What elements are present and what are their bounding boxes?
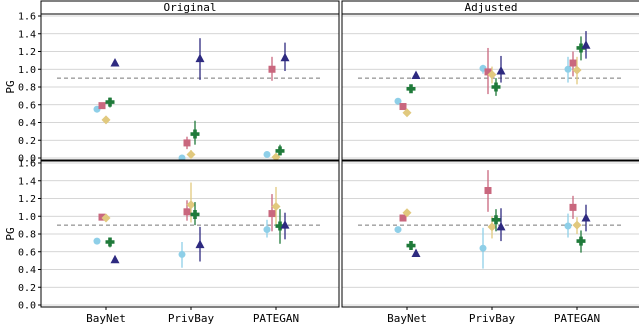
point-pategan-circle bbox=[263, 226, 271, 234]
point-pategan-square bbox=[569, 203, 577, 211]
y-tick-label: 1.6 bbox=[18, 159, 36, 170]
point-baynet-square bbox=[399, 103, 407, 111]
strip-title-0: Original bbox=[164, 1, 217, 14]
point-privbay-square bbox=[183, 139, 191, 147]
point-privbay-plus bbox=[491, 82, 501, 92]
point-baynet-square bbox=[98, 213, 106, 221]
point-privbay-square bbox=[484, 187, 492, 195]
point-privbay-diamond bbox=[186, 200, 196, 210]
point-baynet-plus bbox=[105, 237, 115, 247]
point-pategan-diamond bbox=[572, 220, 582, 230]
point-privbay-diamond bbox=[186, 149, 196, 159]
point-baynet-triangle bbox=[110, 58, 120, 67]
y-tick-label: 0.6 bbox=[18, 100, 36, 111]
point-pategan-square bbox=[569, 59, 577, 67]
point-privbay-triangle bbox=[496, 221, 506, 231]
point-pategan-square bbox=[268, 65, 276, 73]
point-baynet-square bbox=[98, 102, 106, 110]
x-tick-label: PrivBay bbox=[469, 312, 516, 325]
point-baynet-circle bbox=[394, 97, 402, 105]
y-tick-label: 0.8 bbox=[18, 83, 36, 94]
point-baynet-circle bbox=[93, 237, 101, 245]
point-pategan-plus bbox=[275, 146, 285, 156]
point-privbay-triangle bbox=[195, 239, 205, 249]
panel-0-0: 0.0 0.2 0.4 0.6 0.8 1.0 1.2 1.4 1.6 PG bbox=[4, 12, 340, 165]
point-privbay-square bbox=[183, 208, 191, 216]
point-baynet-square bbox=[399, 214, 407, 222]
point-pategan-plus bbox=[576, 43, 586, 53]
point-privbay-square bbox=[484, 68, 492, 76]
point-pategan-plus bbox=[275, 221, 285, 231]
point-pategan-diamond bbox=[271, 201, 281, 211]
point-privbay-circle bbox=[479, 244, 487, 252]
y-axis-label: PG bbox=[4, 227, 17, 240]
panel-1-0: 0.0 0.2 0.4 0.6 0.8 1.0 1.2 1.4 1.6 PG BayNet PrivB… bbox=[4, 159, 340, 325]
point-baynet-plus bbox=[406, 241, 416, 251]
point-baynet-diamond bbox=[402, 208, 412, 218]
point-pategan-circle bbox=[564, 65, 572, 73]
panel-border bbox=[341, 160, 639, 308]
y-tick-label: 0.0 bbox=[18, 301, 36, 312]
point-privbay-diamond bbox=[487, 70, 497, 80]
y-tick-label: 0.6 bbox=[18, 247, 36, 258]
point-baynet-diamond bbox=[101, 115, 111, 125]
point-pategan-circle bbox=[564, 222, 572, 230]
panel-border bbox=[341, 13, 639, 161]
point-pategan-diamond bbox=[572, 65, 582, 75]
point-pategan-circle bbox=[263, 150, 271, 158]
point-baynet-triangle bbox=[110, 254, 120, 264]
point-privbay-circle bbox=[178, 250, 186, 258]
point-privbay-plus bbox=[190, 209, 200, 219]
y-tick-label: 0.4 bbox=[18, 118, 36, 129]
point-pategan-triangle bbox=[280, 52, 290, 62]
x-tick-label: BayNet bbox=[387, 312, 427, 325]
y-tick-label: 0.4 bbox=[18, 265, 36, 276]
point-baynet-diamond bbox=[101, 213, 111, 223]
point-baynet-diamond bbox=[402, 108, 412, 118]
x-tick-label: PATEGAN bbox=[554, 312, 600, 325]
point-privbay-triangle bbox=[195, 53, 205, 63]
point-privbay-plus bbox=[190, 129, 200, 139]
x-tick-label: PATEGAN bbox=[253, 312, 299, 325]
y-tick-label: 1.2 bbox=[18, 47, 36, 58]
panel-0-1 bbox=[341, 13, 639, 161]
y-tick-label: 0.2 bbox=[18, 283, 36, 294]
point-baynet-triangle bbox=[411, 248, 421, 258]
y-tick-label: 0.0 bbox=[18, 154, 36, 165]
y-tick-label: 0.2 bbox=[18, 136, 36, 147]
point-baynet-plus bbox=[406, 84, 416, 94]
point-baynet-circle bbox=[394, 226, 402, 234]
y-tick-label: 1.4 bbox=[18, 29, 36, 40]
point-baynet-triangle bbox=[411, 70, 421, 79]
panel-1-1: BayNet PrivBay PATEGAN bbox=[341, 160, 639, 325]
x-tick-label: PrivBay bbox=[168, 312, 215, 325]
x-tick-label: BayNet bbox=[86, 312, 126, 325]
point-privbay-plus bbox=[491, 215, 501, 225]
point-privbay-diamond bbox=[487, 222, 497, 232]
point-pategan-plus bbox=[576, 236, 586, 246]
y-tick-label: 0.8 bbox=[18, 230, 36, 241]
point-baynet-plus bbox=[105, 97, 115, 107]
strip-title-1: Adjusted bbox=[465, 1, 518, 14]
y-tick-label: 1.4 bbox=[18, 176, 36, 187]
point-pategan-square bbox=[268, 210, 276, 218]
point-pategan-triangle bbox=[280, 220, 290, 229]
point-privbay-triangle bbox=[496, 66, 506, 75]
y-axis-label: PG bbox=[4, 80, 17, 93]
y-tick-label: 1.6 bbox=[18, 12, 36, 23]
point-pategan-triangle bbox=[581, 40, 591, 49]
y-tick-label: 1.2 bbox=[18, 194, 36, 205]
y-tick-label: 1.0 bbox=[18, 212, 36, 223]
point-pategan-triangle bbox=[581, 213, 591, 222]
y-tick-label: 1.0 bbox=[18, 65, 36, 76]
